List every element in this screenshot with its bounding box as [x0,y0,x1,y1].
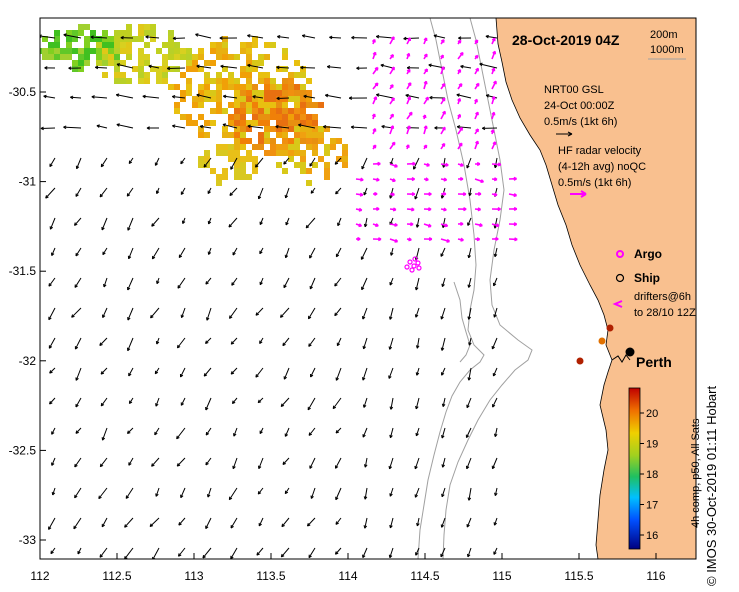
contour-1000m [417,18,485,559]
mooring-point-3 [576,357,584,365]
model-scale-arrow [556,131,573,137]
argo-legend-label: Argo [634,247,662,261]
x-tick-label: 115.5 [564,569,593,583]
sst-field [40,24,348,186]
model-scale-label: 0.5m/s (1kt 6h) [544,116,617,128]
y-tick-label: -30.5 [9,85,37,99]
plot-frame [39,17,697,560]
mooring-point-1 [606,324,614,332]
contour-label-1000m: 1000m [650,44,684,56]
x-tick-label: 116 [646,569,665,583]
x-tick-label: 114 [338,569,357,583]
y-tick-label: -31.5 [9,264,37,278]
city-label-perth: Perth [636,354,672,370]
perth-marker [625,347,635,357]
drifter-legend-period: to 28/10 12Z [634,307,696,319]
x-tick-label: 113.5 [256,569,285,583]
hf-radar-avg-label: (4-12h avg) noQC [558,161,646,173]
contour-label-200m: 200m [650,29,678,41]
y-tick-label: -32 [19,354,37,368]
colorbar-tick-label: 16 [646,530,658,542]
credit-label: © IMOS 30-Oct-2019 01:11 Hobart [704,385,719,586]
y-tick-label: -33 [19,533,37,547]
hf-scale-arrow [570,190,587,198]
hf-scale-label: 0.5m/s (1kt 6h) [558,177,631,189]
colorbar-tick-label: 19 [646,439,658,451]
ship-legend-icon [615,273,625,283]
model-current-arrows [40,33,498,559]
colorbar-tick-label: 17 [646,500,658,512]
sst-source-label: NRT00 GSL [544,84,604,96]
colorbar-tick-label: 18 [646,469,658,481]
argo-legend-icon [616,250,624,258]
y-tick-label: -32.5 [9,443,37,457]
ship-legend-label: Ship [634,271,660,285]
x-tick-label: 113 [184,569,203,583]
drifter-legend-icon [612,300,623,308]
colorbar-label: 4h comp, p50, All Sats [690,418,702,528]
colorbar-tick-label: 20 [646,408,658,420]
colorbar [628,387,641,550]
x-tick-label: 114.5 [410,569,439,583]
x-tick-label: 112.5 [102,569,131,583]
drifter-legend-label: drifters@6h [634,291,691,303]
map-title: 28-Oct-2019 04Z [512,32,620,48]
y-axis: -30.5 -31 -31.5 -32 -32.5 -33 [9,85,46,547]
hf-radar-arrows [355,36,518,243]
argo-floats [404,256,422,273]
land-mass [495,18,696,559]
sst-source-date: 24-Oct 00:00Z [544,100,615,112]
colorbar-ticks: 16 17 18 19 20 [640,408,658,542]
y-tick-label: -31 [19,175,37,189]
hf-radar-label: HF radar velocity [558,145,642,157]
perth-coast-squiggle [611,354,631,363]
contour-inner [453,281,471,363]
x-tick-label: 112 [30,569,49,583]
x-tick-label: 115 [492,569,511,583]
mooring-point-2 [598,337,606,345]
x-axis: 112 112.5 113 113.5 114 114.5 115 115.5 116 [30,553,666,583]
